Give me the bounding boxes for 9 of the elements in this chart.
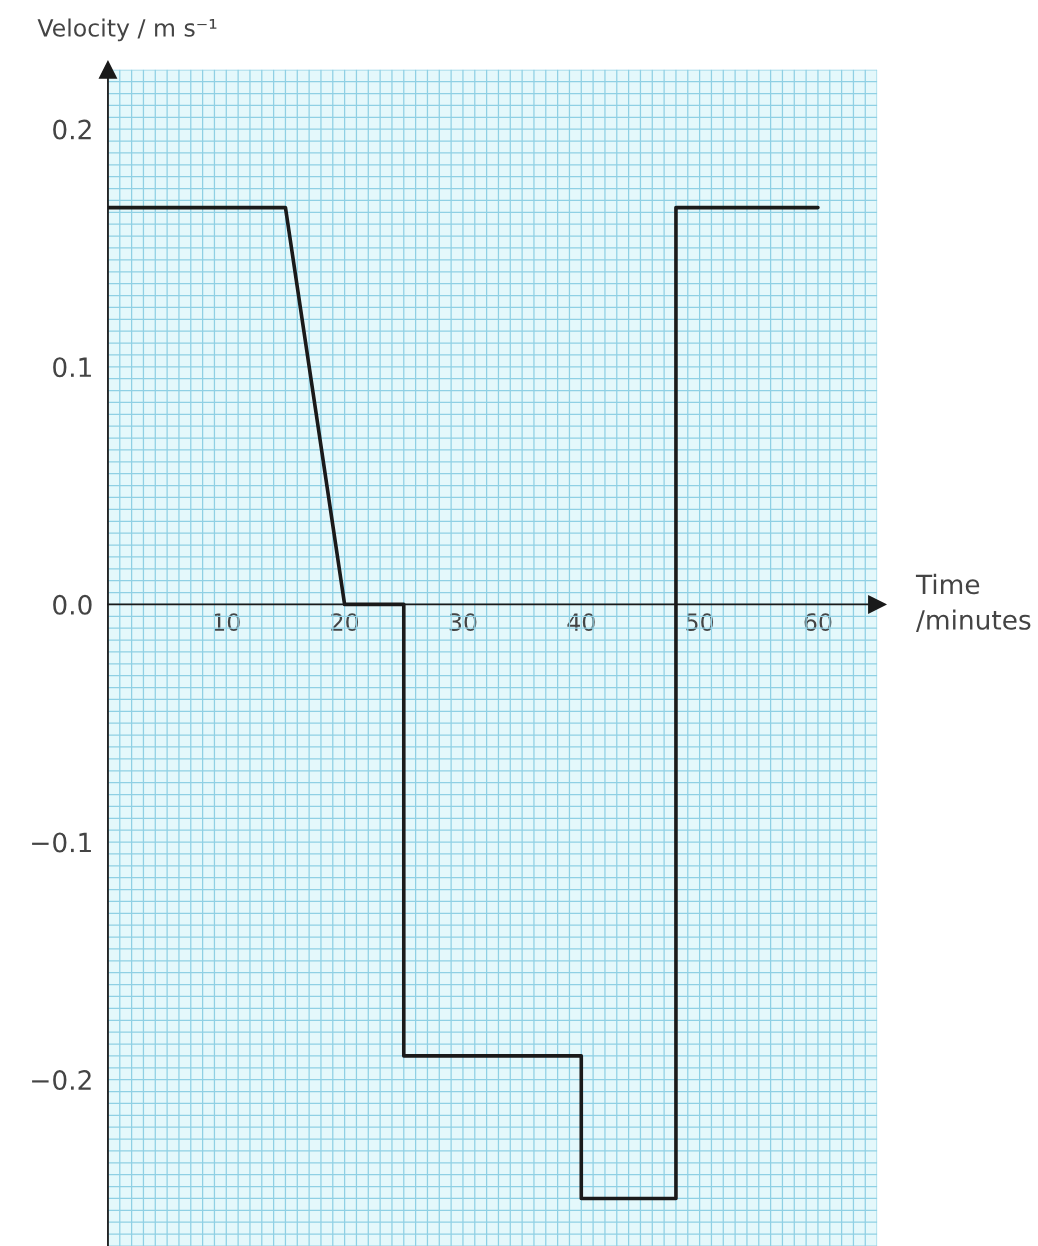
y-tick-label: 0.1: [53, 357, 91, 378]
y-axis-title: Velocity / m s⁻¹: [37, 18, 217, 42]
y-tick-label: −0.2: [32, 1070, 91, 1091]
y-tick-label: −0.1: [32, 832, 91, 853]
x-axis-title: Time /minutes: [915, 573, 1031, 632]
y-tick-label: 0.0: [53, 594, 92, 615]
y-tick-label: 0.2: [53, 119, 91, 140]
x-tick-label: 30: [449, 613, 477, 632]
x-tick-label: 60: [804, 613, 832, 632]
